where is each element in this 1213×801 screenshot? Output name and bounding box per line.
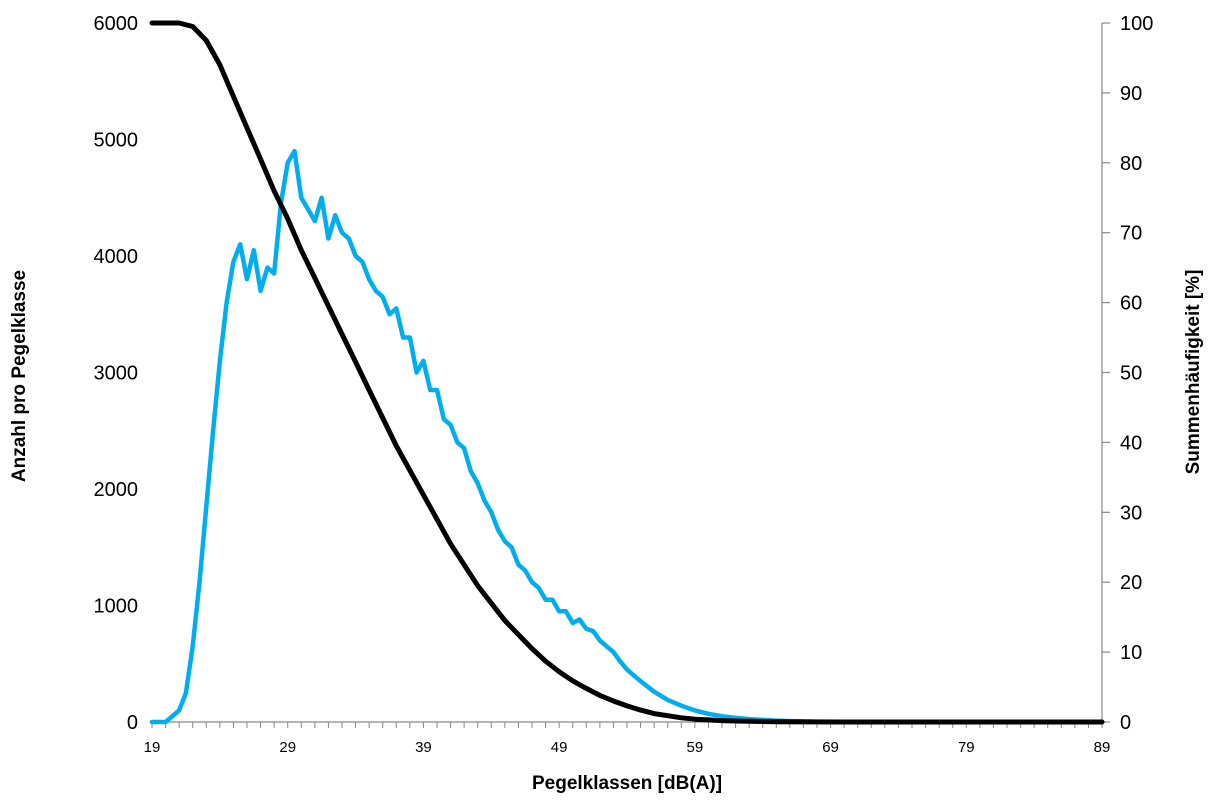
y2-tick-label: 90: [1120, 83, 1142, 105]
y2-tick-label: 10: [1120, 642, 1142, 664]
y-tick-label: 2000: [94, 479, 139, 501]
y-tick-label: 0: [127, 712, 138, 734]
x-tick-label: 39: [415, 739, 432, 756]
y2-tick-label: 40: [1120, 432, 1142, 454]
x-tick-label: 89: [1094, 739, 1111, 756]
y2-tick-label: 70: [1120, 223, 1142, 245]
y2-tick-label: 0: [1120, 712, 1131, 734]
x-tick-label: 29: [279, 739, 296, 756]
y2-tick-label: 20: [1120, 572, 1142, 594]
y-tick-label: 1000: [94, 596, 139, 618]
cumulative-line: [149, 20, 1105, 725]
x-tick-label: 79: [958, 739, 975, 756]
x-tick-label: 19: [144, 739, 161, 756]
y2-tick-label: 80: [1120, 153, 1142, 175]
y2-tick-label: 50: [1120, 363, 1142, 385]
x-tick-label: 59: [687, 739, 704, 756]
axes: 0 1000 2000 3000 4000 5000 6000 0 10 20 30 40 50 60 70…: [94, 13, 1154, 756]
y2-tick-label: 100: [1120, 13, 1153, 35]
y2-tick-label: 30: [1120, 502, 1142, 524]
x-tick-label: 69: [822, 739, 839, 756]
series-layer: [149, 20, 1105, 725]
y-tick-label: 4000: [94, 246, 139, 268]
y-axis-title: Anzahl pro Pegelklasse: [9, 270, 30, 482]
y-tick-label: 3000: [94, 363, 139, 385]
y2-tick-label: 60: [1120, 293, 1142, 315]
x-tick-label: 49: [551, 739, 568, 756]
y-tick-label: 5000: [94, 130, 139, 152]
frequency-line: [149, 148, 1105, 725]
x-axis-title: Pegelklassen [dB(A)]: [532, 773, 722, 794]
y-tick-label: 6000: [94, 13, 139, 35]
y2-axis-title: Summenhäufigkeit [%]: [1183, 270, 1204, 475]
